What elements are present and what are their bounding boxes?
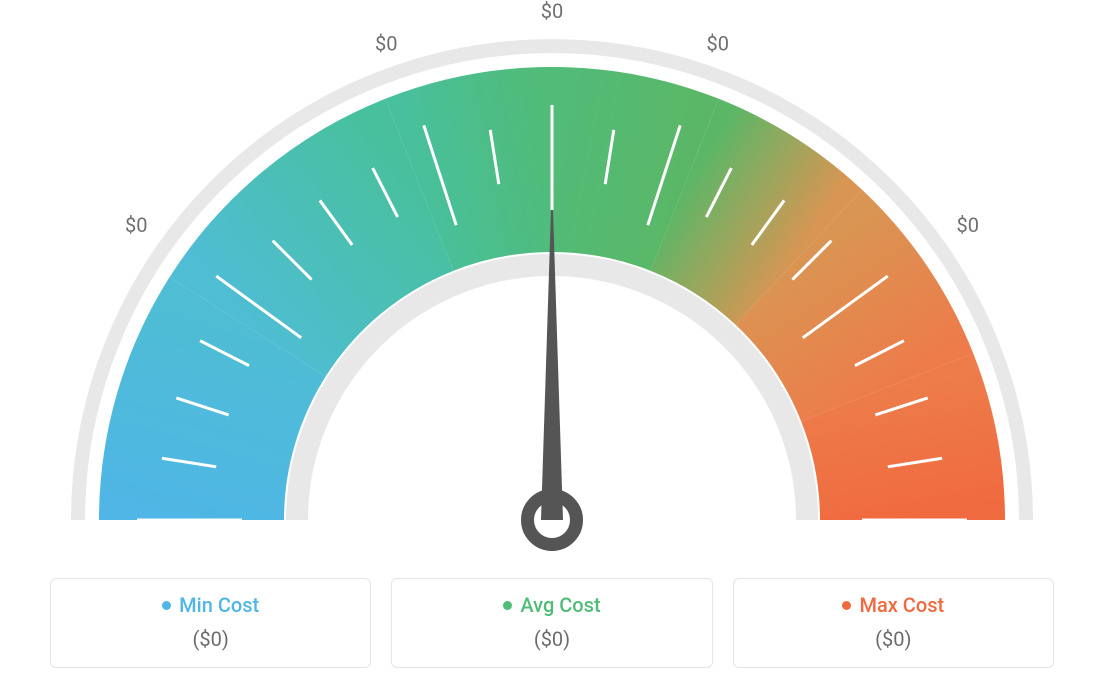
gauge-svg: $0$0$0$0$0$0$0 xyxy=(52,0,1052,560)
svg-text:$0: $0 xyxy=(707,31,729,55)
gauge-chart: $0$0$0$0$0$0$0 xyxy=(52,0,1052,560)
legend-card-avg: Avg Cost ($0) xyxy=(391,578,712,668)
legend-title-avg: Avg Cost xyxy=(503,593,600,617)
legend-dot-avg xyxy=(503,601,512,610)
legend-card-max: Max Cost ($0) xyxy=(733,578,1054,668)
legend-value-avg: ($0) xyxy=(402,627,701,651)
legend-label-max: Max Cost xyxy=(859,593,944,617)
legend-value-max: ($0) xyxy=(744,627,1043,651)
svg-text:$0: $0 xyxy=(125,213,147,237)
legend-dot-max xyxy=(842,601,851,610)
legend-value-min: ($0) xyxy=(61,627,360,651)
legend-label-avg: Avg Cost xyxy=(520,593,600,617)
legend-card-min: Min Cost ($0) xyxy=(50,578,371,668)
cost-gauge-widget: $0$0$0$0$0$0$0 Min Cost ($0) Avg Cost ($… xyxy=(0,0,1104,690)
svg-text:$0: $0 xyxy=(541,0,563,23)
legend-dot-min xyxy=(162,601,171,610)
legend-title-max: Max Cost xyxy=(842,593,944,617)
svg-text:$0: $0 xyxy=(957,213,979,237)
svg-text:$0: $0 xyxy=(375,31,397,55)
legend-title-min: Min Cost xyxy=(162,593,259,617)
legend-label-min: Min Cost xyxy=(179,593,259,617)
legend-row: Min Cost ($0) Avg Cost ($0) Max Cost ($0… xyxy=(50,578,1054,668)
